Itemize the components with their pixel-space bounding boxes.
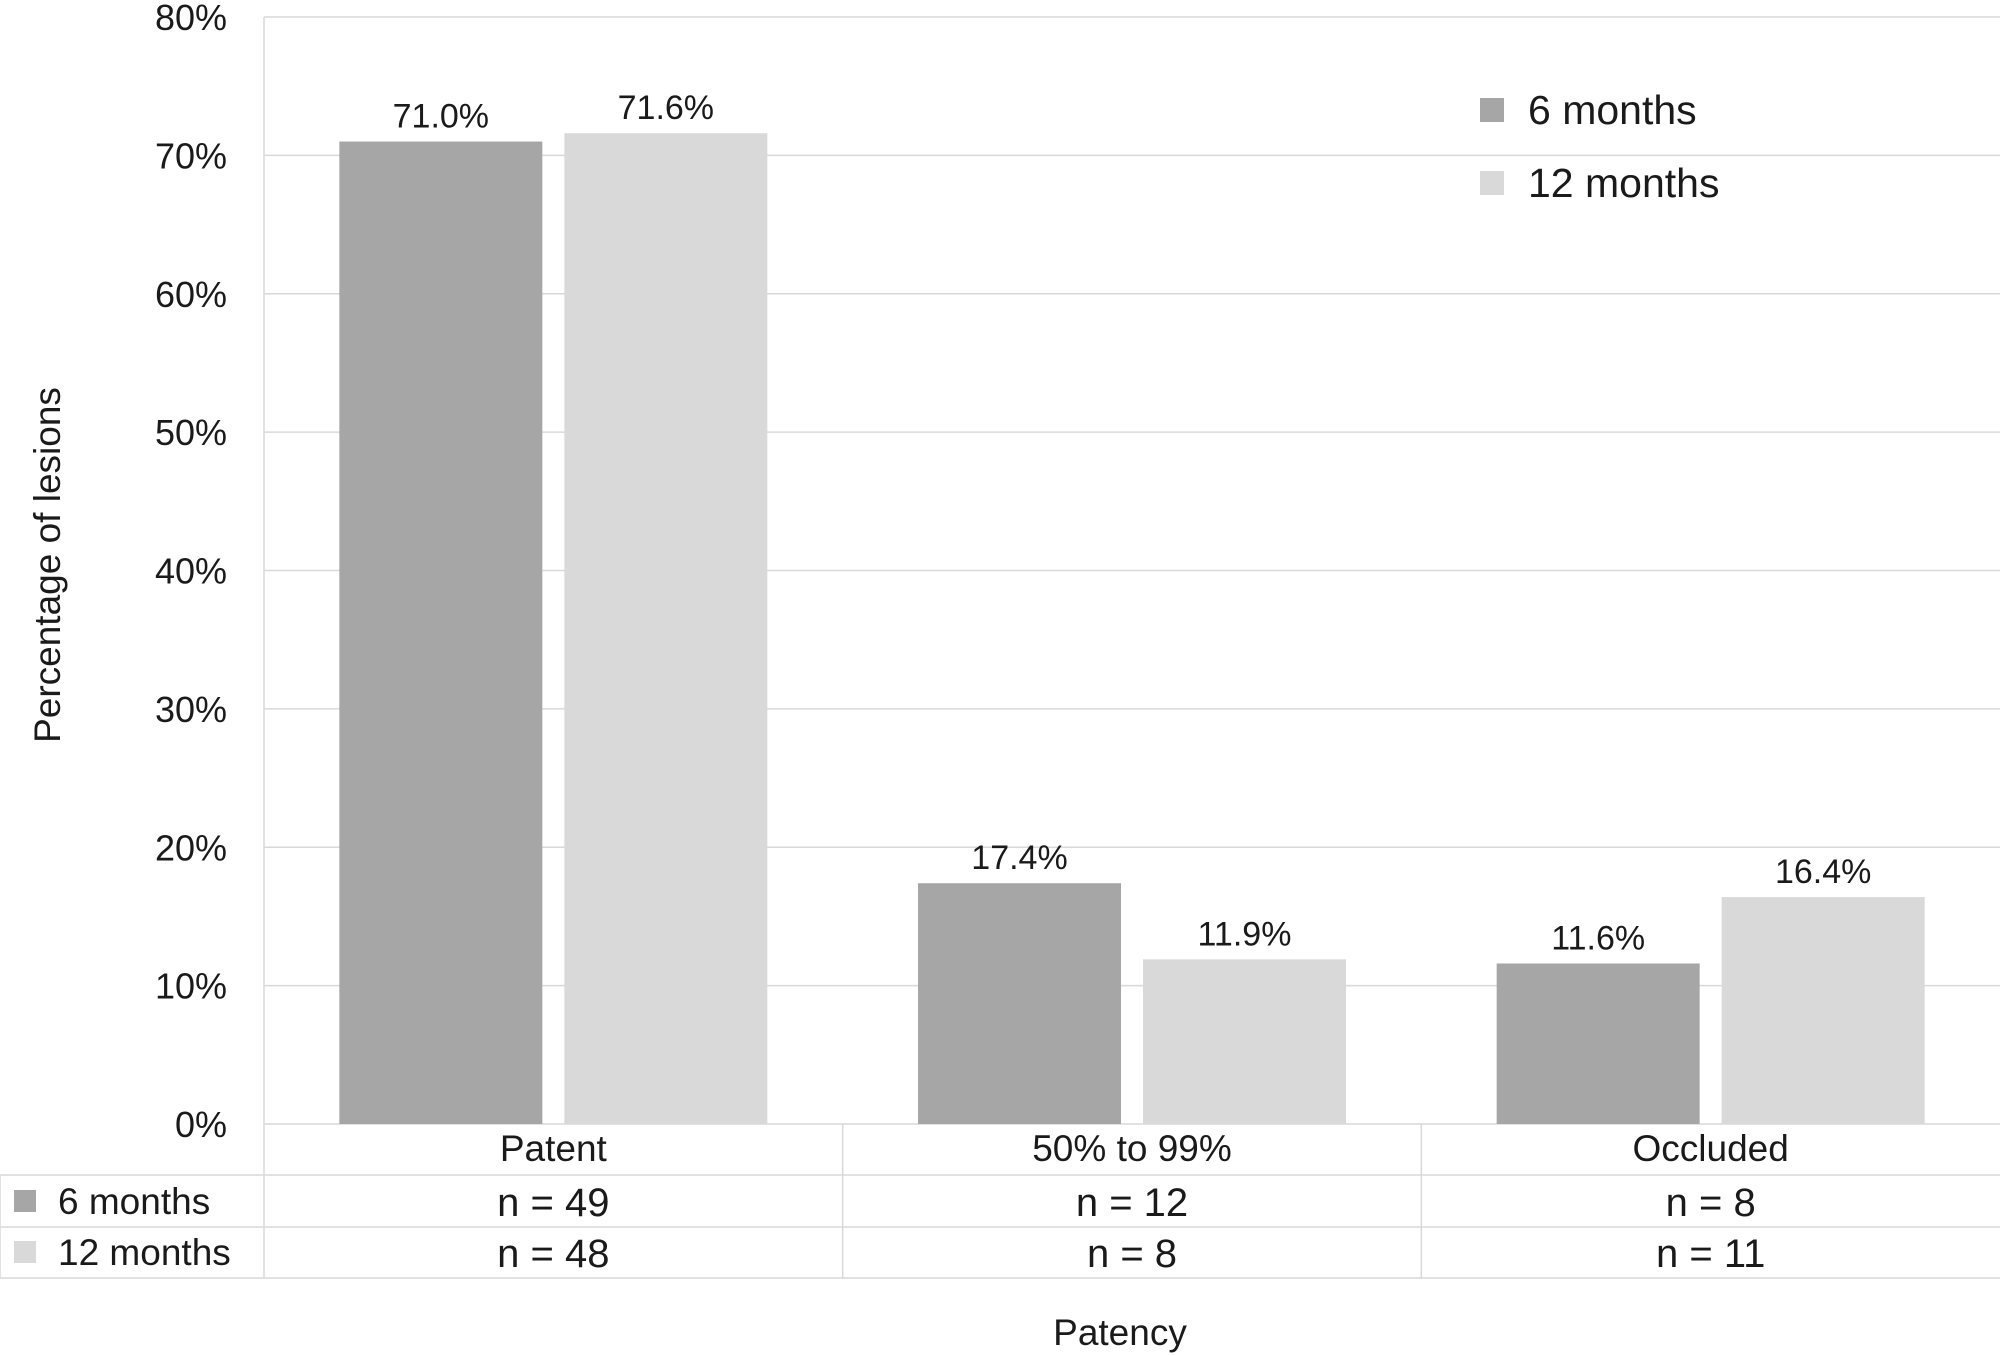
legend-label: 12 months xyxy=(1528,160,1719,206)
data-table: 6 months n = 49 n = 12 n = 8 12 months n = 48… xyxy=(14,1181,1765,1276)
category-label: Occluded xyxy=(1633,1128,1789,1169)
legend-key xyxy=(1480,98,1504,122)
legend: 6 months 12 months xyxy=(1480,87,1719,206)
data-label: 71.0% xyxy=(393,98,489,136)
data-labels: 71.0% 71.6% 17.4% 11.9% 11.6% 16.4% xyxy=(393,89,1872,957)
legend-label: 6 months xyxy=(1528,87,1697,133)
bar xyxy=(918,883,1121,1124)
table-count: n = 48 xyxy=(497,1232,609,1276)
data-label: 11.9% xyxy=(1198,915,1292,953)
category-label: 50% to 99% xyxy=(1032,1128,1232,1169)
table-count: n = 12 xyxy=(1076,1181,1188,1225)
table-legend-key xyxy=(14,1241,36,1263)
table-count: n = 49 xyxy=(497,1181,609,1225)
bar xyxy=(564,133,768,1125)
category-labels: Patent 50% to 99% Occluded xyxy=(500,1128,1789,1169)
data-label: 71.6% xyxy=(618,89,714,127)
y-tick-label: 20% xyxy=(155,827,227,868)
y-tick-label: 70% xyxy=(155,135,227,176)
bar xyxy=(339,141,543,1125)
gridlines xyxy=(264,16,2000,1125)
y-tick-label: 40% xyxy=(155,551,227,592)
table-count: n = 11 xyxy=(1656,1232,1765,1276)
data-table-grid xyxy=(0,17,2000,1279)
data-label: 16.4% xyxy=(1775,853,1871,891)
bar xyxy=(1143,959,1346,1124)
table-count: n = 8 xyxy=(1087,1232,1177,1276)
y-tick-label: 60% xyxy=(155,274,227,315)
legend-key xyxy=(1480,171,1504,195)
y-tick-label: 80% xyxy=(155,0,227,38)
bars xyxy=(339,133,1925,1125)
y-tick-label: 30% xyxy=(155,689,227,730)
y-tick-label: 50% xyxy=(155,412,227,453)
y-axis-title: Percentage of lesions xyxy=(27,387,68,743)
y-tick-label: 0% xyxy=(175,1104,227,1145)
y-tick-label: 10% xyxy=(155,966,227,1007)
bar xyxy=(1496,963,1700,1124)
x-axis-title: Patency xyxy=(1053,1312,1187,1353)
data-label: 17.4% xyxy=(971,839,1067,877)
table-count: n = 8 xyxy=(1666,1181,1756,1225)
data-label: 11.6% xyxy=(1551,919,1645,957)
bar xyxy=(1721,897,1925,1124)
table-series-label: 12 months xyxy=(58,1232,231,1273)
y-axis-ticks: 0% 10% 20% 30% 40% 50% 60% 70% 80% xyxy=(155,0,227,1145)
table-series-label: 6 months xyxy=(58,1181,210,1222)
category-label: Patent xyxy=(500,1128,608,1169)
table-legend-key xyxy=(14,1190,36,1212)
